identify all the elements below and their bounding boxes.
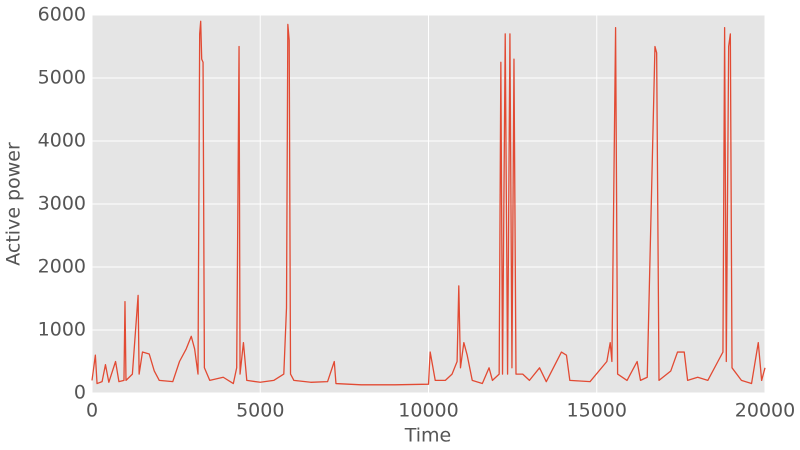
y-tick-label: 6000 [38,4,86,26]
x-tick-label: 0 [86,400,98,422]
y-axis-label: Active power [3,142,25,266]
x-axis-label: Time [404,425,452,447]
y-tick-label: 5000 [38,67,86,89]
x-tick-label: 10000 [398,400,458,422]
y-tick-label: 2000 [38,256,86,278]
y-tick-label: 0 [74,382,86,404]
x-tick-label: 5000 [236,400,284,422]
x-tick-label: 20000 [735,400,795,422]
y-tick-label: 3000 [38,193,86,215]
y-tick-label: 4000 [38,130,86,152]
line-series [91,20,766,386]
y-tick-label: 1000 [38,319,86,341]
x-tick-label: 15000 [567,400,627,422]
